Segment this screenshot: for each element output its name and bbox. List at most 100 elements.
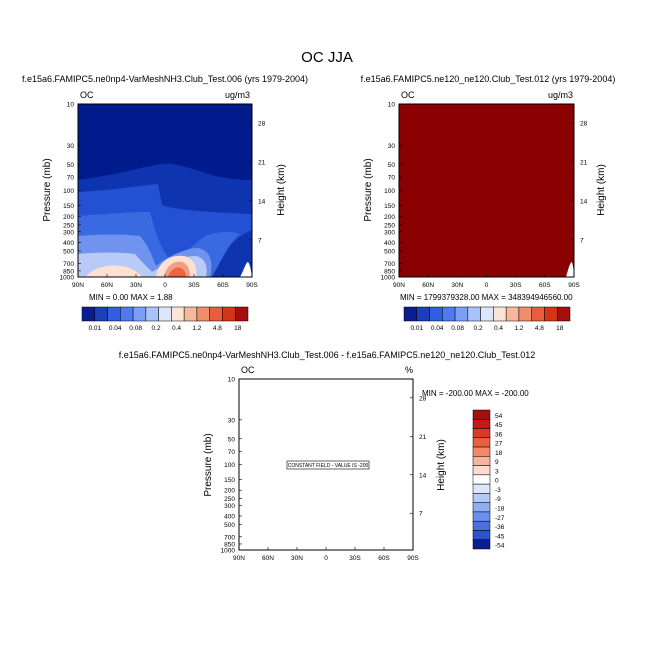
colorbar-label: 0.08 <box>129 325 142 332</box>
colorbar-label: -3 <box>495 487 501 494</box>
y-tick-label: 300 <box>63 229 74 236</box>
colorbar-swatch <box>132 306 147 322</box>
colorbar-label: 0.4 <box>172 325 181 332</box>
colorbar-swatch <box>234 306 249 322</box>
panel-b-ylabel-right: Height (km) <box>596 164 607 216</box>
panel-a-ylabel-right: Height (km) <box>276 164 287 216</box>
colorbar-swatch <box>556 306 571 322</box>
y-tick-label: 700 <box>384 261 395 268</box>
colorbar-swatch <box>158 306 172 322</box>
colorbar-swatch <box>442 306 456 322</box>
y-tick-label: 1000 <box>221 548 236 555</box>
y-tick-label: 300 <box>224 503 235 510</box>
y-right-tick-label: 21 <box>580 159 588 166</box>
panel-b-field <box>399 104 574 277</box>
y-tick-label: 200 <box>63 214 74 221</box>
panel-c-units: % <box>405 365 413 375</box>
figure-title: OC JJA <box>301 49 353 66</box>
colorbar-swatch <box>493 306 507 322</box>
y-tick-label: 300 <box>384 229 395 236</box>
y-right-tick-label: 7 <box>580 237 584 244</box>
colorbar-swatch <box>196 306 210 322</box>
x-tick-label: 30N <box>130 282 142 289</box>
constant-field-box <box>286 460 370 470</box>
y-tick-label: 200 <box>224 488 235 495</box>
colorbar-swatch <box>145 306 159 322</box>
colorbar-swatch <box>472 428 491 439</box>
colorbar-label: -9 <box>495 496 501 503</box>
panel-a-title: f.e15a6.FAMIPC5.ne0np4-VarMeshNH3.Club_T… <box>22 74 308 84</box>
colorbar-label: -36 <box>495 524 505 531</box>
colorbar-swatch <box>472 511 491 522</box>
x-tick-label: 0 <box>324 555 328 562</box>
colorbar-label: 1.2 <box>514 325 523 332</box>
panel-a: f.e15a6.FAMIPC5.ne0np4-VarMeshNH3.Club_T… <box>22 74 308 332</box>
colorbar-swatch <box>472 530 491 540</box>
colorbar-swatch <box>518 306 532 322</box>
colorbar-swatch <box>472 539 491 550</box>
colorbar-swatch <box>403 306 418 322</box>
y-tick-label: 850 <box>224 541 235 548</box>
x-tick-label: 90N <box>393 282 405 289</box>
x-tick-label: 30N <box>291 555 303 562</box>
x-tick-label: 90S <box>246 282 258 289</box>
x-tick-label: 30S <box>510 282 522 289</box>
colorbar-swatch <box>472 474 491 485</box>
panel-b-left-label: OC <box>401 90 415 100</box>
colorbar-swatch <box>472 419 491 429</box>
colorbar-swatch <box>472 465 491 476</box>
panel-a-ylabel: Pressure (mb) <box>42 158 53 221</box>
panel-b-title: f.e15a6.FAMIPC5.ne120_ne120.Club_Test.01… <box>361 74 616 84</box>
y-tick-label: 850 <box>384 268 395 275</box>
colorbar-label: 0.2 <box>152 325 161 332</box>
colorbar-swatch <box>505 306 520 322</box>
colorbar-swatch <box>480 306 494 322</box>
panel-b: f.e15a6.FAMIPC5.ne120_ne120.Club_Test.01… <box>361 74 616 332</box>
colorbar-swatch <box>472 493 491 503</box>
colorbar-swatch <box>472 437 491 448</box>
y-right-tick-label: 14 <box>419 472 427 479</box>
y-tick-label: 250 <box>63 222 74 229</box>
colorbar-swatch <box>120 306 134 322</box>
y-tick-label: 10 <box>228 377 236 384</box>
colorbar-label: 4.8 <box>213 325 222 332</box>
colorbar-swatch <box>171 306 185 322</box>
colorbar-label: 18 <box>495 450 503 457</box>
colorbar-swatch <box>429 306 443 322</box>
y-tick-label: 50 <box>388 162 396 169</box>
y-right-tick-label: 21 <box>258 159 266 166</box>
x-tick-label: 30S <box>349 555 361 562</box>
colorbar-swatch <box>472 456 491 466</box>
colorbar-swatch <box>222 306 236 322</box>
y-tick-label: 50 <box>228 436 236 443</box>
panel-b-stats: MIN = 1799379328.00 MAX = 348394946560.0… <box>400 293 573 302</box>
colorbar-swatch <box>472 520 491 531</box>
y-right-tick-label: 28 <box>258 121 266 128</box>
y-right-tick-label: 28 <box>580 121 588 128</box>
y-right-tick-label: 14 <box>258 198 266 205</box>
colorbar-label: 45 <box>495 422 503 429</box>
x-tick-label: 90S <box>407 555 419 562</box>
y-tick-label: 100 <box>224 462 235 469</box>
x-tick-label: 60S <box>539 282 551 289</box>
colorbar-label: 0.04 <box>109 325 122 332</box>
y-tick-label: 30 <box>67 143 75 150</box>
x-tick-label: 90N <box>72 282 84 289</box>
y-tick-label: 1000 <box>381 275 396 282</box>
y-tick-label: 70 <box>388 175 396 182</box>
y-tick-label: 850 <box>63 268 74 275</box>
panel-c: f.e15a6.FAMIPC5.ne0np4-VarMeshNH3.Club_T… <box>119 350 536 562</box>
colorbar-label: 4.8 <box>535 325 544 332</box>
colorbar-swatch <box>472 502 491 513</box>
colorbar-swatch <box>81 306 96 322</box>
y-right-tick-label: 7 <box>258 237 262 244</box>
colorbar-label: 0.08 <box>451 325 464 332</box>
colorbar-label: 0.01 <box>88 325 101 332</box>
y-tick-label: 30 <box>388 143 396 150</box>
x-tick-label: 90S <box>568 282 580 289</box>
x-tick-label: 30N <box>451 282 463 289</box>
y-tick-label: 500 <box>63 248 74 255</box>
colorbar-label: -27 <box>495 515 505 522</box>
y-tick-label: 250 <box>384 222 395 229</box>
colorbar-swatch <box>472 483 491 494</box>
